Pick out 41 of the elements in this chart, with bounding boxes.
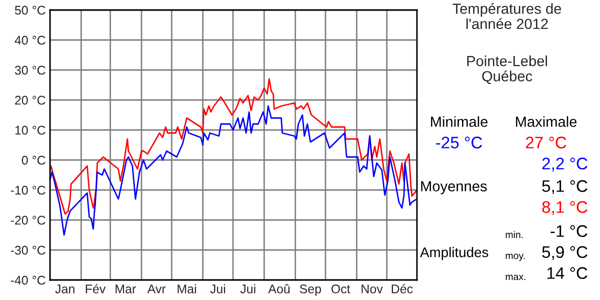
y-tick-label: 40 °C xyxy=(14,36,46,45)
text: min. xyxy=(506,230,523,238)
x-tick-label: Mai xyxy=(178,284,196,294)
x-tick-label: Sep xyxy=(300,284,322,296)
y-tick-label: 20 °C xyxy=(15,96,46,105)
text: 27 °C xyxy=(526,136,566,148)
y-tick-label: -40 °C xyxy=(10,276,46,285)
text: moy. xyxy=(506,254,525,262)
x-tick-label: Jan xyxy=(55,284,74,294)
y-tick-label: 10 °C xyxy=(15,126,46,135)
text: -1 °C xyxy=(550,225,588,237)
y-tick-label: -10 °C xyxy=(10,186,46,195)
text: max. xyxy=(506,274,526,280)
line-series xyxy=(50,78,417,215)
text: 2,2 °C xyxy=(542,158,588,172)
text: 8,1 °C xyxy=(542,201,588,215)
y-tick-label: 0 °C xyxy=(22,156,46,165)
text: Moyennes xyxy=(421,181,487,194)
x-tick-label: Mar xyxy=(116,284,136,294)
line-series xyxy=(50,105,417,236)
y-tick-label: -20 °C xyxy=(10,216,46,225)
x-tick-label: Oct xyxy=(331,284,350,294)
y-tick-label: 50 °C xyxy=(14,6,46,15)
x-tick-label: Aoû xyxy=(268,284,290,294)
text: Amplitudes xyxy=(420,247,488,260)
text: 5,9 °C xyxy=(542,246,588,260)
text: Minimale xyxy=(431,116,488,127)
text: Pointe-Lebel Québec xyxy=(467,56,547,84)
text: Maximale xyxy=(516,116,577,127)
x-tick-label: Déc xyxy=(392,284,413,294)
x-tick-label: Avr xyxy=(147,284,166,294)
x-tick-label: Jui xyxy=(240,284,256,294)
x-tick-label: Fév xyxy=(86,284,106,294)
x-tick-label: Nov xyxy=(362,284,383,294)
text: Températures de l'année 2012 xyxy=(452,3,562,30)
text: 14 °C xyxy=(547,267,588,279)
text: 5,1 °C xyxy=(542,180,588,194)
y-tick-label: -30 °C xyxy=(10,246,46,255)
text: -25 °C xyxy=(436,136,482,148)
y-tick-label: 30 °C xyxy=(14,66,46,75)
x-tick-label: Jui xyxy=(210,284,226,294)
